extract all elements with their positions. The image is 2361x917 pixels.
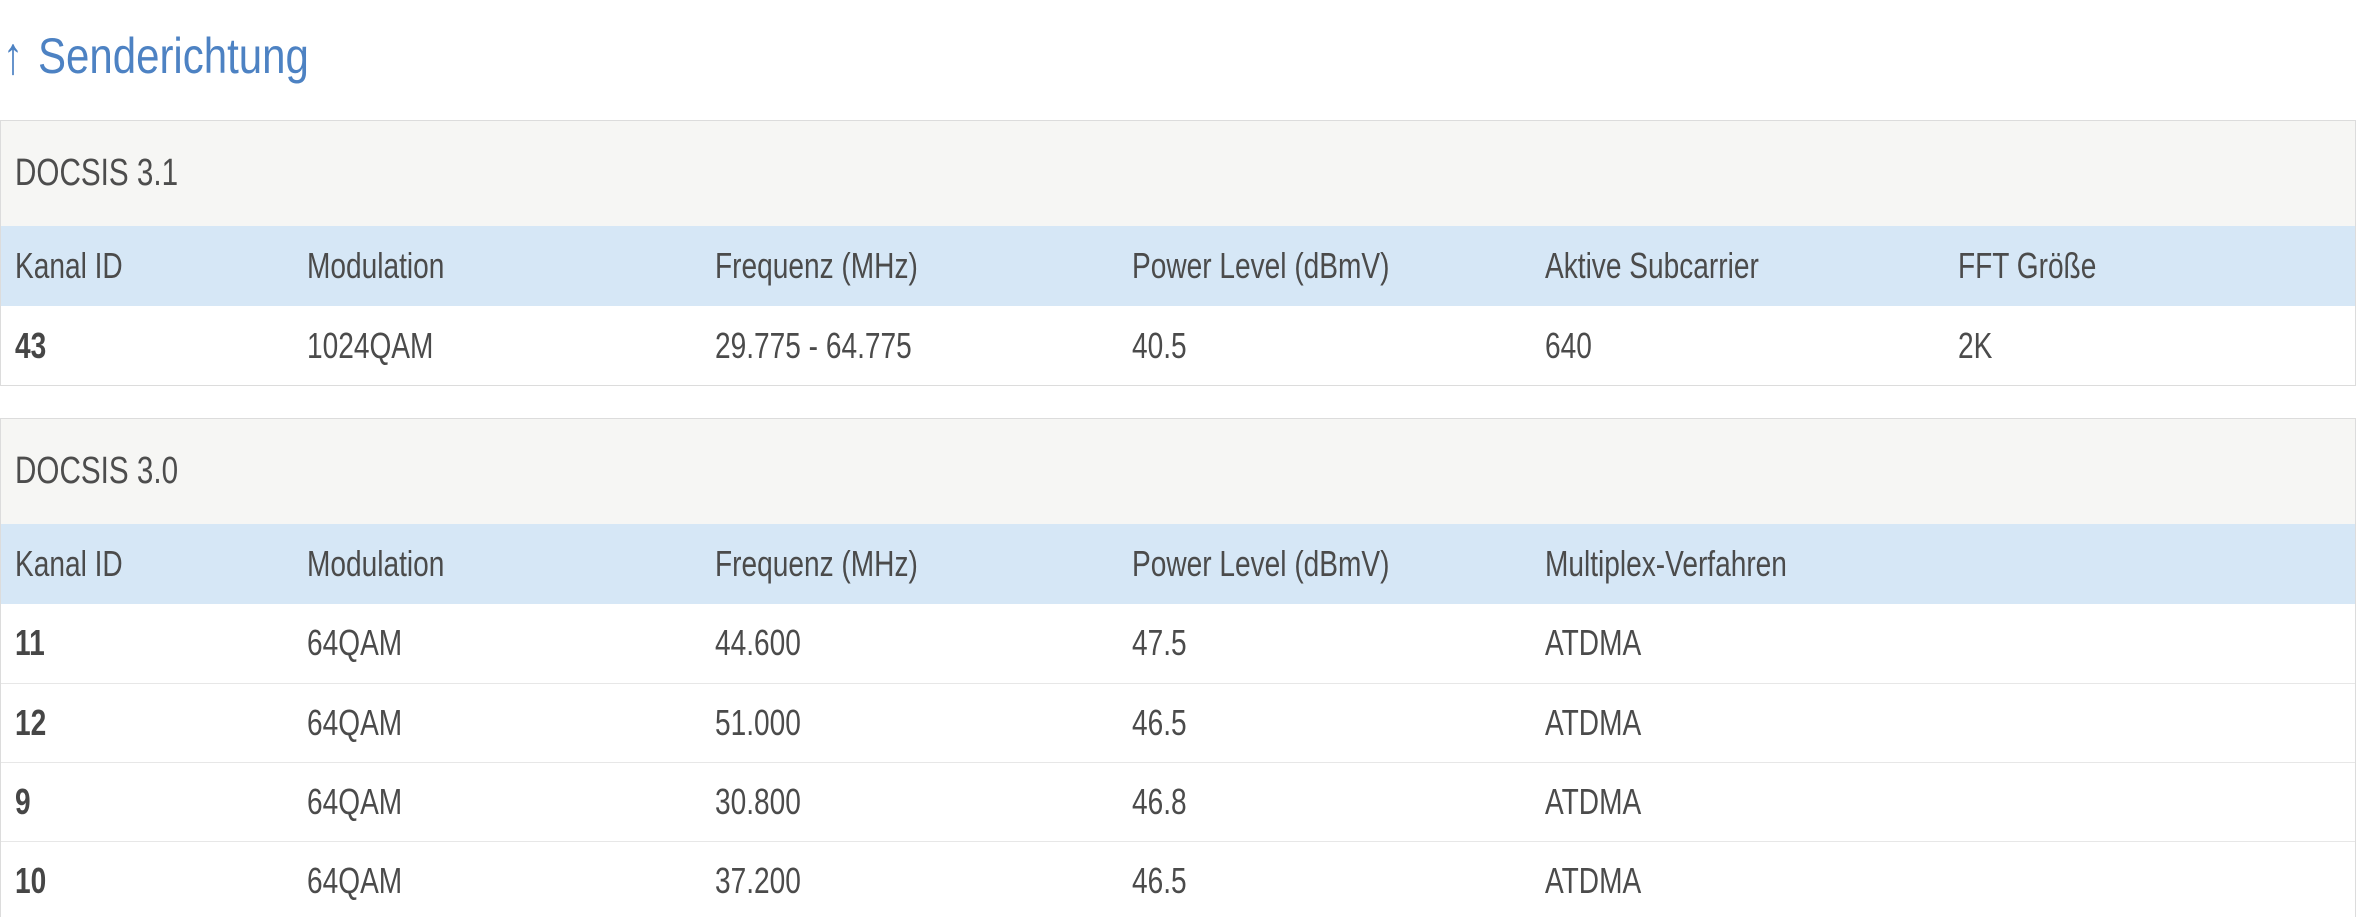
cell-value: 43 bbox=[15, 324, 47, 366]
cell-kanal-id: 11 bbox=[1, 604, 293, 683]
cell-power-level: 46.5 bbox=[1117, 840, 1532, 917]
cell-multiplex: ATDMA bbox=[1531, 840, 1945, 917]
cell-modulation: 1024QAM bbox=[292, 306, 702, 385]
header-power-level-label: Power Level (dBmV) bbox=[1131, 245, 1390, 286]
upstream-arrow-icon: ↑ bbox=[3, 26, 23, 86]
cell-modulation: 64QAM bbox=[292, 840, 702, 917]
header-modulation-label: Modulation bbox=[306, 543, 445, 584]
cell-frequenz: 29.775 - 64.775 bbox=[701, 306, 1118, 385]
cell-value: 12 bbox=[15, 701, 47, 743]
header-multiplex-verfahren-label: Multiplex-Verfahren bbox=[1545, 543, 1787, 584]
cell-frequenz: 51.000 bbox=[701, 682, 1118, 762]
header-modulation-label: Modulation bbox=[306, 245, 445, 286]
header-kanal-id-label: Kanal ID bbox=[15, 245, 123, 286]
page-title: ↑ Senderichtung bbox=[0, 0, 2361, 120]
header-kanal-id: Kanal ID bbox=[1, 524, 293, 604]
cell-value: 64QAM bbox=[306, 859, 403, 901]
page-title-label: Senderichtung bbox=[38, 28, 309, 84]
header-fft-groesse: FFT Größe bbox=[1944, 226, 2355, 306]
cell-modulation: 64QAM bbox=[292, 604, 702, 683]
cell-value: 64QAM bbox=[306, 701, 403, 743]
table-row: 10 64QAM 37.200 46.5 ATDMA bbox=[1, 840, 2355, 917]
docsis-31-table: Kanal ID Modulation Frequenz (MHz) Power… bbox=[1, 226, 2355, 385]
table-row: 43 1024QAM 29.775 - 64.775 40.5 640 2K bbox=[1, 306, 2355, 385]
cell-kanal-id: 9 bbox=[1, 761, 293, 841]
cell-aktive-subcarrier: 640 bbox=[1531, 306, 1945, 385]
header-aktive-subcarrier: Aktive Subcarrier bbox=[1531, 226, 1945, 306]
cell-value: 30.800 bbox=[715, 780, 802, 822]
header-power-level: Power Level (dBmV) bbox=[1117, 524, 1532, 604]
cell-kanal-id: 43 bbox=[1, 306, 293, 385]
cell-value: 2K bbox=[1958, 324, 1993, 366]
docsis-31-section-label: DOCSIS 3.1 bbox=[15, 152, 179, 194]
cell-power-level: 46.5 bbox=[1117, 682, 1532, 762]
docsis-30-card: DOCSIS 3.0 Kanal ID Modulation Frequenz … bbox=[0, 418, 2356, 917]
header-frequenz-label: Frequenz (MHz) bbox=[715, 245, 919, 286]
cell-kanal-id: 12 bbox=[1, 682, 293, 762]
header-fft-groesse-label: FFT Größe bbox=[1958, 245, 2097, 286]
cell-modulation: 64QAM bbox=[292, 682, 702, 762]
docsis-30-table: Kanal ID Modulation Frequenz (MHz) Power… bbox=[1, 524, 2355, 917]
table-row: 11 64QAM 44.600 47.5 ATDMA bbox=[1, 604, 2355, 683]
header-aktive-subcarrier-label: Aktive Subcarrier bbox=[1545, 245, 1759, 286]
cell-value: 37.200 bbox=[715, 859, 802, 901]
cell-frequenz: 30.800 bbox=[701, 761, 1118, 841]
cell-value: 51.000 bbox=[715, 701, 802, 743]
header-kanal-id: Kanal ID bbox=[1, 226, 293, 306]
header-empty bbox=[1944, 524, 2355, 604]
cell-power-level: 47.5 bbox=[1117, 604, 1532, 683]
cell-value: 64QAM bbox=[306, 622, 403, 664]
header-power-level-label: Power Level (dBmV) bbox=[1131, 543, 1390, 584]
cell-multiplex: ATDMA bbox=[1531, 761, 1945, 841]
docsis-31-header-row: Kanal ID Modulation Frequenz (MHz) Power… bbox=[1, 226, 2355, 306]
cell-value: 9 bbox=[15, 780, 31, 822]
cell-multiplex: ATDMA bbox=[1531, 604, 1945, 683]
cell-power-level: 46.8 bbox=[1117, 761, 1532, 841]
cell-value: 29.775 - 64.775 bbox=[715, 324, 913, 366]
cell-frequenz: 44.600 bbox=[701, 604, 1118, 683]
header-kanal-id-label: Kanal ID bbox=[15, 543, 123, 584]
table-row: 9 64QAM 30.800 46.8 ATDMA bbox=[1, 761, 2355, 841]
cell-modulation: 64QAM bbox=[292, 761, 702, 841]
cell-value: 47.5 bbox=[1131, 622, 1187, 664]
cell-value: 10 bbox=[15, 859, 47, 901]
cell-value: ATDMA bbox=[1545, 701, 1642, 743]
header-multiplex-verfahren: Multiplex-Verfahren bbox=[1531, 524, 1945, 604]
header-frequenz-label: Frequenz (MHz) bbox=[715, 543, 919, 584]
docsis-31-card: DOCSIS 3.1 Kanal ID Modulation Frequenz … bbox=[0, 120, 2356, 386]
table-row: 12 64QAM 51.000 46.5 ATDMA bbox=[1, 682, 2355, 762]
cell-value: 46.5 bbox=[1131, 701, 1187, 743]
cell-value: 46.5 bbox=[1131, 859, 1187, 901]
cell-empty bbox=[1944, 682, 2355, 762]
docsis-30-section-header: DOCSIS 3.0 bbox=[1, 419, 2355, 524]
cell-empty bbox=[1944, 761, 2355, 841]
cell-value: 46.8 bbox=[1131, 780, 1187, 822]
cell-frequenz: 37.200 bbox=[701, 840, 1118, 917]
cell-value: 44.600 bbox=[715, 622, 802, 664]
header-frequenz: Frequenz (MHz) bbox=[701, 524, 1118, 604]
header-power-level: Power Level (dBmV) bbox=[1117, 226, 1532, 306]
cell-value: ATDMA bbox=[1545, 622, 1642, 664]
cell-multiplex: ATDMA bbox=[1531, 682, 1945, 762]
cell-empty bbox=[1944, 604, 2355, 683]
cell-value: 11 bbox=[15, 622, 45, 664]
docsis-31-section-header: DOCSIS 3.1 bbox=[1, 121, 2355, 226]
cell-value: ATDMA bbox=[1545, 780, 1642, 822]
cell-kanal-id: 10 bbox=[1, 840, 293, 917]
docsis-30-header-row: Kanal ID Modulation Frequenz (MHz) Power… bbox=[1, 524, 2355, 604]
header-frequenz: Frequenz (MHz) bbox=[701, 226, 1118, 306]
cell-value: 640 bbox=[1545, 324, 1592, 366]
header-modulation: Modulation bbox=[292, 226, 702, 306]
cell-value: 64QAM bbox=[306, 780, 403, 822]
cell-value: 1024QAM bbox=[306, 324, 434, 366]
cell-fft-groesse: 2K bbox=[1944, 306, 2355, 385]
docsis-30-section-label: DOCSIS 3.0 bbox=[15, 450, 179, 492]
header-modulation: Modulation bbox=[292, 524, 702, 604]
cell-power-level: 40.5 bbox=[1117, 306, 1532, 385]
cell-value: ATDMA bbox=[1545, 859, 1642, 901]
cell-empty bbox=[1944, 840, 2355, 917]
cell-value: 40.5 bbox=[1131, 324, 1187, 366]
